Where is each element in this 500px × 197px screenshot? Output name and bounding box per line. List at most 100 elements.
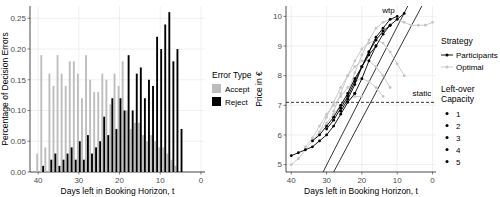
bar — [138, 123, 140, 172]
legend-label: Participants — [456, 51, 498, 60]
point — [375, 65, 378, 68]
tick — [38, 172, 39, 175]
grid-line — [200, 6, 201, 172]
point — [431, 21, 434, 24]
tick-label: 6 — [278, 131, 283, 140]
tick — [28, 141, 31, 142]
axes: 0.000.050.100.150.200.25403020100Days le… — [0, 6, 205, 196]
bar — [61, 74, 63, 172]
point — [368, 59, 371, 62]
bar — [79, 141, 81, 172]
point — [417, 24, 420, 27]
legend-key — [446, 112, 449, 115]
bar — [171, 160, 173, 172]
tick — [397, 172, 398, 175]
bar — [114, 74, 116, 172]
legend-label: 5 — [456, 158, 461, 167]
point — [332, 101, 335, 104]
tick-label: 0 — [199, 176, 204, 185]
point — [346, 74, 349, 77]
bar — [172, 61, 174, 172]
y-axis — [286, 6, 287, 172]
series-line — [312, 46, 376, 141]
y-axis-title: Price in € — [254, 71, 264, 107]
tick — [28, 172, 31, 173]
bar — [54, 154, 56, 172]
bar — [67, 154, 69, 172]
bar — [58, 166, 60, 172]
legend-label: Accept — [225, 85, 250, 94]
tick-label: 10 — [156, 176, 165, 185]
grid-line — [291, 6, 292, 172]
point — [325, 125, 328, 128]
bar — [69, 61, 71, 172]
bar — [57, 55, 59, 172]
legend-key — [212, 97, 221, 106]
grid-line — [286, 134, 436, 135]
bar — [115, 129, 117, 172]
grid-line — [286, 105, 436, 106]
point — [339, 86, 342, 89]
bar — [101, 74, 103, 172]
bar — [65, 86, 67, 172]
bar — [162, 147, 164, 172]
bar — [89, 80, 91, 172]
grid-line — [30, 18, 205, 19]
point — [403, 12, 406, 15]
bar — [42, 166, 44, 172]
bar — [142, 135, 144, 172]
tick-label: 7 — [278, 101, 283, 110]
tick — [160, 172, 161, 175]
point — [353, 92, 356, 95]
bar — [73, 61, 75, 172]
bar — [38, 172, 40, 173]
point — [375, 45, 378, 48]
bar — [146, 141, 148, 172]
bar — [136, 74, 138, 172]
tick-label: 8 — [278, 71, 283, 80]
bar — [87, 135, 89, 172]
figure: 0.000.050.100.150.200.25403020100Days le… — [0, 0, 500, 197]
bar — [122, 61, 124, 172]
bar — [105, 80, 107, 172]
point — [346, 74, 349, 77]
bar — [46, 172, 48, 173]
point — [339, 113, 342, 116]
tick-label: 0.15 — [10, 76, 26, 85]
bar — [48, 74, 50, 172]
grid-line — [286, 75, 436, 76]
x-axis-title: Days left in Booking Horizon, t — [61, 186, 175, 196]
tick — [284, 164, 287, 165]
bar — [168, 12, 170, 172]
tick-label: 10 — [273, 12, 282, 21]
legend-title-part: Capacity — [441, 94, 475, 104]
point — [318, 139, 321, 142]
bar — [77, 74, 79, 172]
bar — [150, 135, 152, 172]
point — [389, 18, 392, 21]
grid-line — [30, 49, 205, 50]
point — [396, 18, 399, 21]
series-line — [341, 16, 397, 111]
tick — [291, 172, 292, 175]
point — [325, 122, 328, 125]
series-line — [327, 25, 391, 129]
point — [311, 137, 314, 140]
point — [368, 80, 371, 83]
legend-label: 3 — [456, 134, 461, 143]
bar — [175, 166, 177, 172]
tick — [284, 46, 287, 47]
bar — [126, 111, 128, 172]
series-line — [291, 96, 362, 164]
legend-key — [446, 124, 449, 127]
point — [389, 24, 392, 27]
tick-label: 20 — [357, 176, 366, 185]
bar — [158, 147, 160, 172]
plot-background — [30, 6, 205, 172]
point — [339, 110, 342, 113]
axes: 5678910403020100Days left in Booking Hor… — [254, 6, 436, 196]
point — [403, 21, 406, 24]
grid-line — [30, 110, 205, 111]
point — [353, 83, 356, 86]
bar — [164, 24, 166, 172]
